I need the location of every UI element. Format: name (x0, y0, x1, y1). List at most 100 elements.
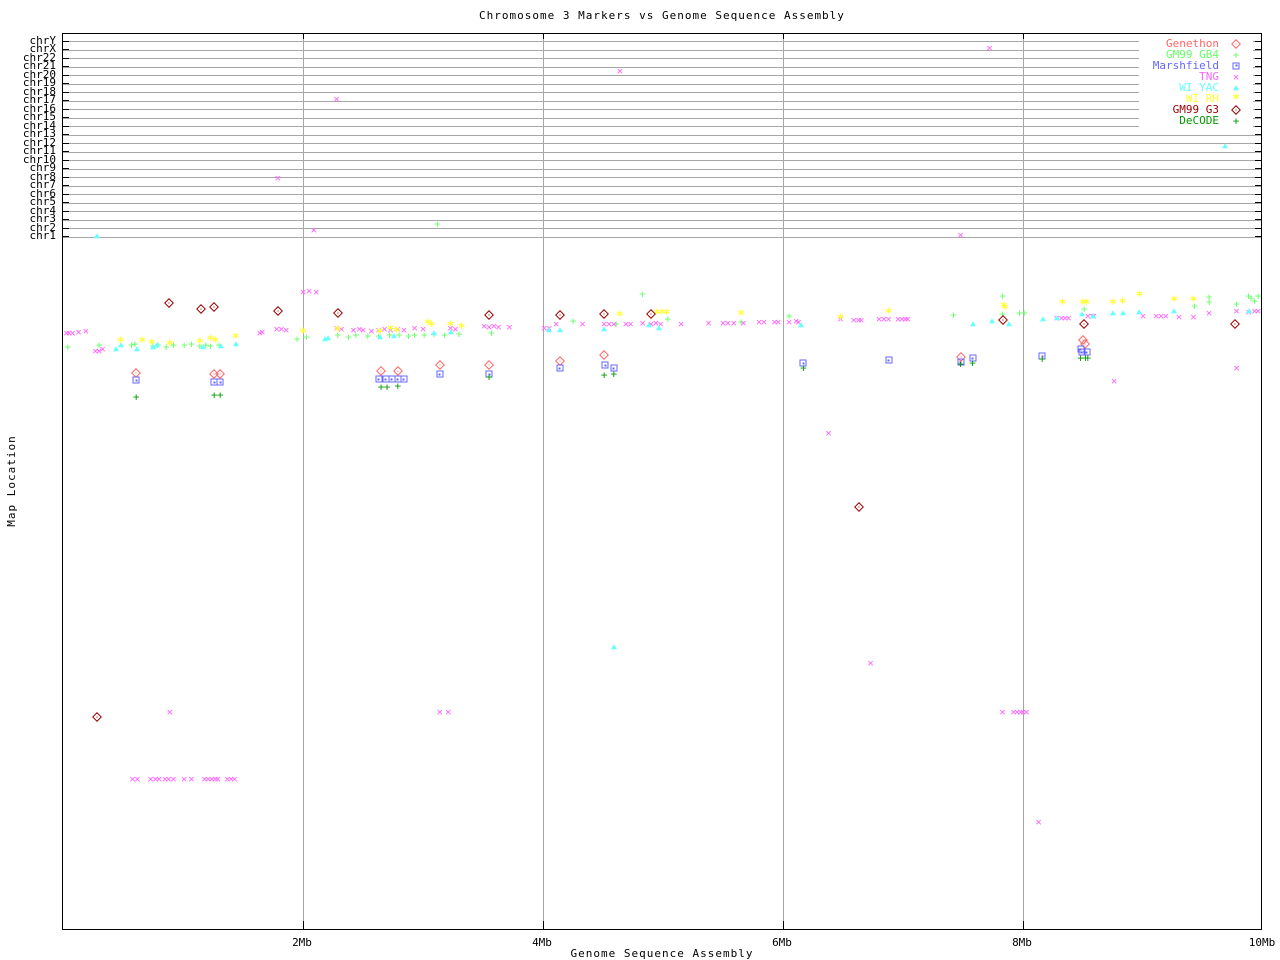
y-axis-tick-left (63, 117, 69, 119)
data-point-plus: + (485, 370, 493, 384)
y-axis-tick-left (63, 193, 69, 195)
data-point-plus: + (950, 308, 957, 322)
y-axis-tick-right (1255, 176, 1261, 178)
data-point-asterisk: * (1118, 296, 1127, 312)
legend-label: TNG (1199, 70, 1219, 83)
data-point-x: × (212, 772, 219, 786)
data-point-x: × (82, 324, 90, 338)
data-point-diamond (209, 302, 220, 312)
data-point-x: × (1254, 304, 1262, 318)
data-point-x: × (579, 317, 586, 331)
data-point-x: × (305, 284, 313, 298)
chromosome-gridline (63, 168, 1261, 170)
data-point-x: × (208, 772, 216, 786)
data-point-plus: + (1205, 295, 1213, 309)
data-point-x: × (75, 325, 82, 339)
data-point-asterisk: * (836, 312, 845, 328)
data-point-x: × (1157, 309, 1165, 323)
data-point-plus: + (162, 340, 170, 354)
chromosome-label: chr15 (22, 110, 56, 124)
data-point-asterisk: * (1079, 297, 1087, 313)
data-point-triangle (1053, 315, 1060, 321)
y-axis-tick-left (63, 202, 69, 204)
x-axis-tick-top (782, 34, 784, 39)
chromosome-label: chrX (29, 42, 57, 56)
data-point-asterisk: * (662, 307, 671, 323)
data-point-x: × (278, 322, 285, 336)
data-point-x: × (273, 322, 280, 336)
x-tick-label: 4Mb (532, 936, 552, 949)
legend-marker (1219, 60, 1253, 71)
data-point-plus: + (210, 388, 218, 402)
data-point-plus: + (455, 327, 463, 341)
data-point-x: × (170, 772, 177, 786)
data-point-asterisk: * (657, 307, 666, 323)
chromosome-gridline (63, 185, 1261, 187)
chart-title: Chromosome 3 Markers vs Genome Sequence … (479, 9, 845, 22)
data-point-diamond (272, 306, 283, 316)
chromosome-label: chr20 (22, 67, 56, 81)
y-axis-tick-left (63, 159, 69, 161)
data-point-x: × (452, 322, 459, 336)
data-point-x: × (485, 320, 493, 334)
data-point-triangle (153, 342, 160, 348)
y-axis-tick-left (63, 176, 69, 178)
data-point-x: × (755, 315, 763, 329)
data-point-plus: + (569, 314, 577, 328)
data-point-x: × (490, 319, 498, 333)
data-point-x: × (792, 314, 800, 328)
data-point-x: × (310, 223, 318, 237)
y-axis-tick-left (63, 91, 69, 93)
data-point-triangle (601, 326, 608, 332)
y-axis-tick-right (1255, 83, 1261, 85)
data-point-x: × (359, 323, 367, 337)
x-axis-tick-top (542, 34, 544, 39)
chromosome-gridline (63, 194, 1261, 196)
data-point-x: × (227, 772, 235, 786)
data-point-plus: + (216, 388, 224, 402)
data-point-x: × (1139, 309, 1147, 323)
data-point-asterisk: * (1058, 297, 1067, 313)
legend-item: DeCODE + (1153, 115, 1253, 126)
data-point-squaredot (436, 370, 444, 378)
legend: Genethon GM99 GB4 + Marshfield TNG × WI YAC WI … (1138, 37, 1253, 128)
data-point-x: × (885, 312, 892, 326)
chromosome-label: chr3 (29, 212, 57, 226)
data-point-asterisk: * (737, 308, 745, 324)
data-point-asterisk: * (1109, 297, 1117, 313)
data-point-plus: + (1082, 351, 1089, 365)
data-point-plus: + (1254, 289, 1262, 303)
data-point-plus: + (293, 332, 301, 346)
chromosome-label: chr13 (22, 127, 56, 141)
data-point-x: × (724, 316, 732, 330)
data-point-diamond (163, 298, 174, 308)
data-point-plus: + (386, 328, 393, 342)
data-point-asterisk: * (195, 336, 204, 352)
data-point-plus: + (383, 380, 391, 394)
data-point-x: × (411, 321, 418, 335)
data-point-x: × (188, 772, 195, 786)
y-axis-tick-right (1255, 40, 1261, 42)
data-point-x: × (333, 321, 340, 335)
data-point-x: × (957, 228, 964, 242)
x-gridline (303, 34, 304, 929)
data-point-triangle (1136, 309, 1143, 315)
data-point-plus: + (639, 287, 646, 301)
data-point-x: × (677, 317, 685, 331)
data-point-x: × (350, 323, 357, 337)
chromosome-gridline (63, 109, 1261, 111)
data-point-plus: + (1232, 47, 1240, 61)
data-point-asterisk: * (1001, 302, 1009, 318)
data-point-asterisk: * (299, 326, 307, 342)
data-point-x: × (771, 315, 778, 329)
data-point-x: × (495, 320, 502, 334)
y-axis-tick-right (1255, 74, 1261, 76)
data-point-plus: + (1084, 351, 1092, 365)
data-point-x: × (719, 316, 727, 330)
data-point-x: × (99, 342, 106, 356)
y-axis-tick-left (63, 151, 69, 153)
data-point-plus: + (377, 380, 385, 394)
data-point-plus: + (128, 338, 135, 352)
data-point-plus: + (800, 361, 807, 375)
